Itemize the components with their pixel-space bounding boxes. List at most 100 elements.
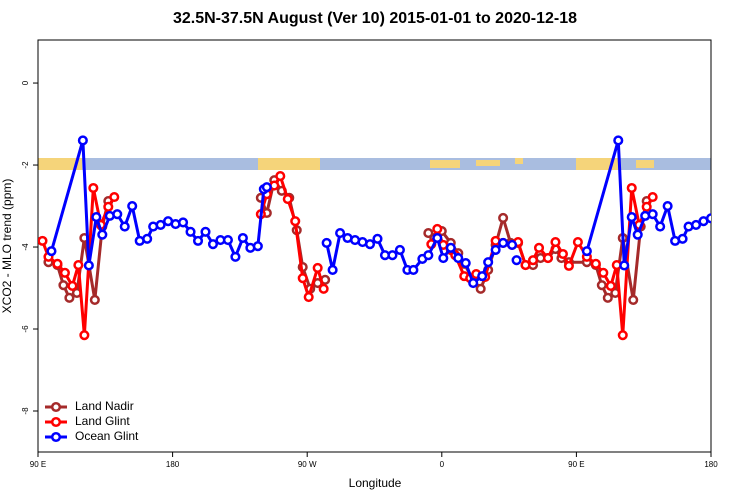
legend-marker <box>50 401 62 413</box>
data-point <box>617 330 628 341</box>
data-point <box>185 226 196 237</box>
data-point <box>97 229 108 240</box>
y-tick-label: -4 <box>21 243 30 251</box>
data-point <box>77 135 88 146</box>
land-mask-strip <box>38 158 711 170</box>
data-point <box>628 294 639 305</box>
data-point <box>498 237 509 248</box>
data-point <box>52 258 63 269</box>
data-point <box>38 235 48 246</box>
data-point <box>83 260 94 271</box>
data-point <box>438 253 449 264</box>
data-point <box>261 182 272 193</box>
data-point <box>58 280 69 291</box>
legend-label: Land Glint <box>75 414 130 428</box>
x-tick-label: 180 <box>166 460 180 469</box>
y-tick-label: -8 <box>21 407 30 415</box>
data-point <box>550 237 561 248</box>
data-point <box>432 232 443 244</box>
data-point <box>327 264 338 276</box>
data-point <box>596 280 607 291</box>
data-point <box>626 212 637 223</box>
x-axis-label: Longitude <box>349 476 402 490</box>
data-point <box>237 232 248 244</box>
data-point <box>563 260 574 271</box>
plot-area <box>38 135 711 341</box>
data-point <box>79 330 90 341</box>
data-point <box>641 201 652 212</box>
data-point <box>662 200 673 212</box>
data-point <box>542 253 554 264</box>
data-point <box>498 212 509 223</box>
data-point <box>103 201 114 212</box>
data-point <box>647 209 658 220</box>
data-point <box>460 257 471 269</box>
data-point <box>511 255 522 266</box>
data-point <box>89 294 100 305</box>
plot-frame <box>37 39 712 453</box>
data-point <box>619 260 630 271</box>
data-point <box>207 239 219 250</box>
data-point <box>527 255 539 266</box>
data-point <box>507 239 518 251</box>
data-point <box>394 244 405 255</box>
data-point <box>432 223 443 235</box>
data-point <box>109 191 120 203</box>
data-point <box>297 273 308 284</box>
data-point <box>91 212 102 223</box>
data-point <box>230 251 241 262</box>
data-point <box>598 267 609 278</box>
data-point <box>602 292 613 303</box>
data-point <box>475 283 486 294</box>
data-point <box>88 182 99 194</box>
data-point <box>282 194 293 205</box>
data-point <box>192 235 204 246</box>
data-point <box>468 278 479 289</box>
data-point <box>477 271 488 282</box>
x-tick-label: 90 W <box>298 460 317 469</box>
data-point <box>200 226 211 237</box>
data-point <box>490 244 501 255</box>
data-point <box>67 280 78 292</box>
x-tick-label: 0 <box>440 460 445 469</box>
y-tick-label: -6 <box>21 325 30 333</box>
data-point <box>690 219 702 230</box>
data-point <box>372 233 383 244</box>
data-point <box>387 250 398 261</box>
y-axis-label: XCO2 - MLO trend (ppm) <box>0 179 14 314</box>
data-point <box>303 291 314 303</box>
data-point <box>59 267 70 278</box>
data-point <box>318 283 329 294</box>
data-point <box>321 237 332 248</box>
data-point <box>590 258 601 269</box>
data-point <box>73 260 84 271</box>
data-point <box>142 233 153 244</box>
data-point <box>46 246 57 257</box>
data-point <box>655 221 666 232</box>
data-point <box>483 257 494 268</box>
y-tick-label: 0 <box>21 80 30 85</box>
data-point <box>520 260 531 271</box>
legend-marker <box>50 431 62 443</box>
data-point <box>423 228 434 239</box>
data-point <box>275 171 286 182</box>
data-point <box>127 200 138 212</box>
data-point <box>453 253 464 264</box>
data-point <box>408 264 419 276</box>
data-point <box>178 217 189 228</box>
data-point <box>155 219 166 230</box>
data-point <box>632 229 643 240</box>
data-point <box>252 241 263 252</box>
data-point <box>557 248 568 260</box>
data-point <box>119 221 130 232</box>
chart-title: 32.5N-37.5N August (Ver 10) 2015-01-01 t… <box>173 10 577 27</box>
x-tick-label: 90 E <box>30 460 46 469</box>
data-point <box>613 135 624 146</box>
data-point <box>64 292 75 303</box>
data-point <box>312 262 323 273</box>
y-tick-label: -2 <box>21 161 30 169</box>
legend-label: Ocean Glint <box>75 429 139 443</box>
data-point <box>423 250 434 261</box>
